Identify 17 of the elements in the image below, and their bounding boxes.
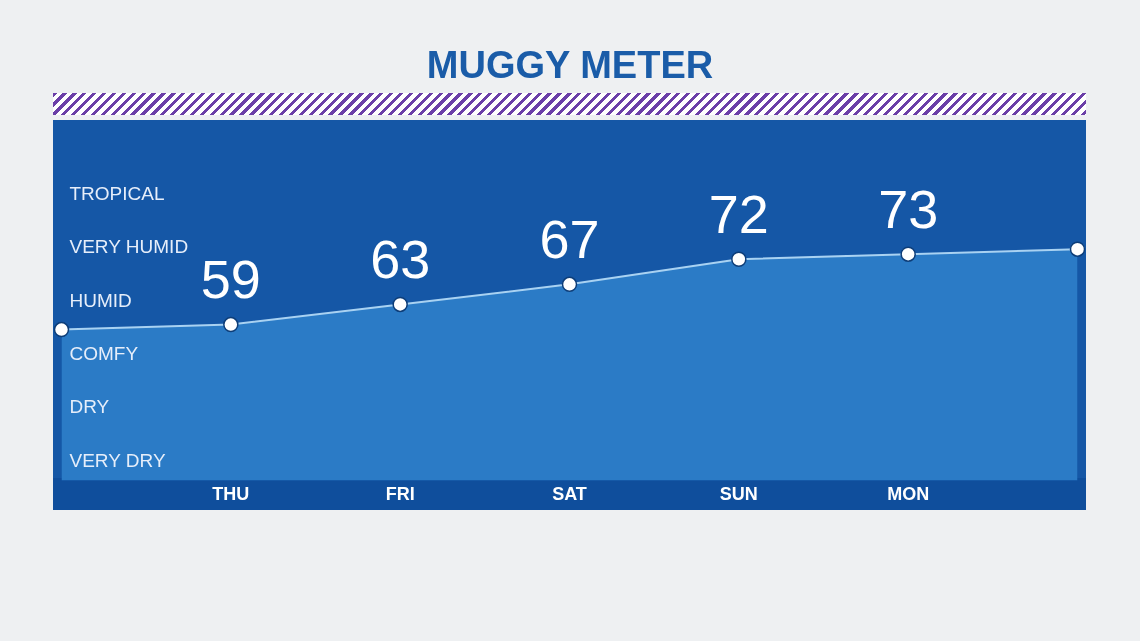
data-label: 59 xyxy=(200,249,261,310)
x-tick-label: FRI xyxy=(385,484,415,505)
data-label: 67 xyxy=(539,209,600,270)
annotation: VERY HUMID xyxy=(69,236,189,258)
annotation: COMFY xyxy=(69,342,139,364)
data-label: 63 xyxy=(370,229,431,290)
x-tick-label: MON xyxy=(887,484,930,505)
data-label: 73 xyxy=(878,179,939,240)
annotation: HUMID xyxy=(69,289,132,311)
x-tick-label: SAT xyxy=(552,484,587,505)
annotation: DRY xyxy=(69,396,110,418)
x-tick-label: SUN xyxy=(719,484,758,505)
chart-title: MUGGY METER xyxy=(425,44,715,87)
x-tick-label: THU xyxy=(212,484,250,505)
text: TROPICAL xyxy=(69,182,165,204)
data-label: 72 xyxy=(708,184,769,245)
annotation: VERY DRY xyxy=(69,449,166,471)
